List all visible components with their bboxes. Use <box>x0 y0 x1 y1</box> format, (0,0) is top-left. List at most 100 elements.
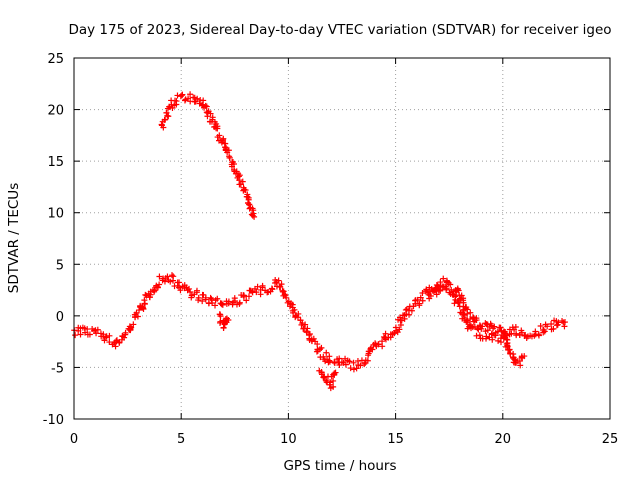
data-point <box>336 355 343 362</box>
axis-ticks <box>73 57 611 420</box>
data-point <box>178 92 185 99</box>
data-point <box>244 200 251 207</box>
data-point <box>251 213 258 220</box>
data-point <box>156 273 163 280</box>
data-point <box>177 287 184 294</box>
data-point <box>187 289 194 296</box>
data-point <box>541 328 548 335</box>
data-point <box>561 319 568 326</box>
y-tick-label: -10 <box>43 413 64 428</box>
data-point <box>173 98 180 105</box>
data-point <box>447 281 454 288</box>
data-point <box>243 297 250 304</box>
data-point <box>476 332 483 339</box>
data-point <box>202 296 209 303</box>
data-point <box>130 321 137 328</box>
data-point <box>193 289 200 296</box>
data-point <box>504 342 511 349</box>
data-point <box>467 309 474 316</box>
data-point <box>208 296 215 303</box>
data-point <box>277 283 284 290</box>
data-point <box>86 331 93 338</box>
x-tick-label: 10 <box>280 432 297 447</box>
data-point <box>134 313 141 320</box>
data-point <box>473 317 480 324</box>
x-tick-label: 25 <box>602 432 619 447</box>
data-point <box>121 334 128 341</box>
data-point <box>142 291 149 298</box>
data-point <box>330 377 337 384</box>
data-point <box>181 97 188 104</box>
data-point <box>433 291 440 298</box>
data-point <box>212 302 219 309</box>
plot-frame <box>73 57 611 420</box>
data-point <box>537 323 544 330</box>
data-point <box>419 297 426 304</box>
data-series <box>71 91 568 392</box>
x-axis-label: GPS time / hours <box>283 458 396 474</box>
data-point <box>559 317 566 324</box>
data-point <box>106 332 113 339</box>
data-point <box>310 335 317 342</box>
data-point <box>396 326 403 333</box>
data-point <box>77 331 84 338</box>
data-point <box>163 109 170 116</box>
data-point <box>112 343 119 350</box>
data-point <box>220 325 227 332</box>
data-point <box>379 343 386 350</box>
data-point <box>437 279 444 286</box>
data-point <box>318 369 325 376</box>
data-point <box>357 362 364 369</box>
data-point <box>185 95 192 102</box>
grid-lines <box>74 58 610 419</box>
data-point <box>414 296 421 303</box>
data-point <box>102 334 109 341</box>
y-tick-label: 20 <box>47 104 64 119</box>
data-point <box>72 332 79 339</box>
data-point <box>94 326 101 333</box>
data-point <box>330 383 337 390</box>
x-tick-label: 5 <box>177 432 185 447</box>
data-point <box>548 321 555 328</box>
data-point <box>429 287 436 294</box>
data-point <box>535 331 542 338</box>
data-point <box>245 293 252 300</box>
data-point <box>207 294 214 301</box>
y-axis-label: SDTVAR / TECUs <box>6 183 22 293</box>
data-point <box>225 316 232 323</box>
data-point <box>291 306 298 313</box>
data-point <box>497 324 504 331</box>
data-point <box>236 299 243 306</box>
data-point <box>487 320 494 327</box>
data-point <box>350 359 357 366</box>
data-point <box>379 338 386 345</box>
data-point <box>207 110 214 117</box>
data-point <box>170 277 177 284</box>
data-point <box>198 101 205 108</box>
data-point <box>342 361 349 368</box>
x-tick-label: 15 <box>387 432 404 447</box>
data-point <box>494 328 501 335</box>
y-tick-label: 15 <box>47 155 64 170</box>
data-point <box>241 292 248 299</box>
data-point <box>483 335 490 342</box>
data-point <box>106 339 113 346</box>
y-tick-label: 10 <box>47 207 64 222</box>
data-point <box>281 291 288 298</box>
data-point <box>214 125 221 132</box>
data-point <box>141 300 148 307</box>
data-point <box>347 365 354 372</box>
data-point <box>241 186 248 193</box>
data-point <box>392 324 399 331</box>
data-point <box>361 361 368 368</box>
data-point <box>231 295 238 302</box>
data-point <box>440 275 447 282</box>
data-point <box>204 113 211 120</box>
data-point <box>122 331 129 338</box>
data-point <box>165 113 172 120</box>
data-point <box>350 366 357 373</box>
data-point <box>276 283 283 290</box>
data-point <box>478 325 485 332</box>
data-point <box>501 333 508 340</box>
